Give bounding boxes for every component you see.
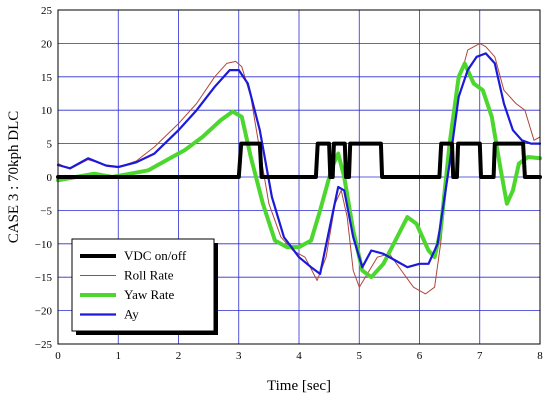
y-tick-label: −25: [35, 339, 53, 351]
x-tick-label: 7: [477, 350, 483, 362]
y-axis-label: CASE 3 : 70kph DLC: [6, 111, 22, 244]
x-tick-label: 8: [537, 350, 543, 362]
y-tick-label: −10: [35, 239, 53, 251]
legend-label: Roll Rate: [124, 268, 174, 283]
x-tick-label: 1: [116, 350, 122, 362]
y-tick-label: 25: [41, 5, 53, 17]
series-line-vdc-on-off: [56, 141, 542, 179]
y-tick-label: 0: [47, 172, 53, 184]
legend-label: Ay: [124, 307, 139, 322]
y-tick-label: 20: [41, 38, 53, 50]
y-tick-label: −20: [35, 306, 53, 318]
series-layer: [56, 42, 542, 295]
y-tick-label: 15: [41, 72, 53, 84]
x-axis-label: Time [sec]: [267, 378, 331, 394]
series-line-roll-rate: [57, 42, 541, 295]
legend-label: VDC on/off: [124, 248, 187, 263]
x-tick-label: 0: [55, 350, 61, 362]
y-tick-label: 5: [47, 139, 53, 151]
series-line-yaw-rate: [56, 61, 542, 280]
plot-frame: [57, 9, 541, 345]
y-tick-label: 10: [41, 105, 53, 117]
x-tick-label: 5: [357, 350, 363, 362]
y-tick-label: −15: [35, 272, 53, 284]
y-tick-label: −5: [40, 205, 52, 217]
legend: VDC on/off Roll Rate Yaw Rate Ay: [71, 238, 218, 335]
series-line-ay: [56, 52, 542, 275]
x-tick-label: 2: [176, 350, 182, 362]
x-tick-label: 3: [236, 350, 242, 362]
tick-labels: 0 1 2 3 4 5 6 7 8 25 20 15 10 5 0 −5 −10 −15 −20 −25: [35, 5, 543, 362]
x-tick-label: 6: [417, 350, 423, 362]
x-tick-label: 4: [296, 350, 302, 362]
legend-label: Yaw Rate: [124, 287, 175, 302]
